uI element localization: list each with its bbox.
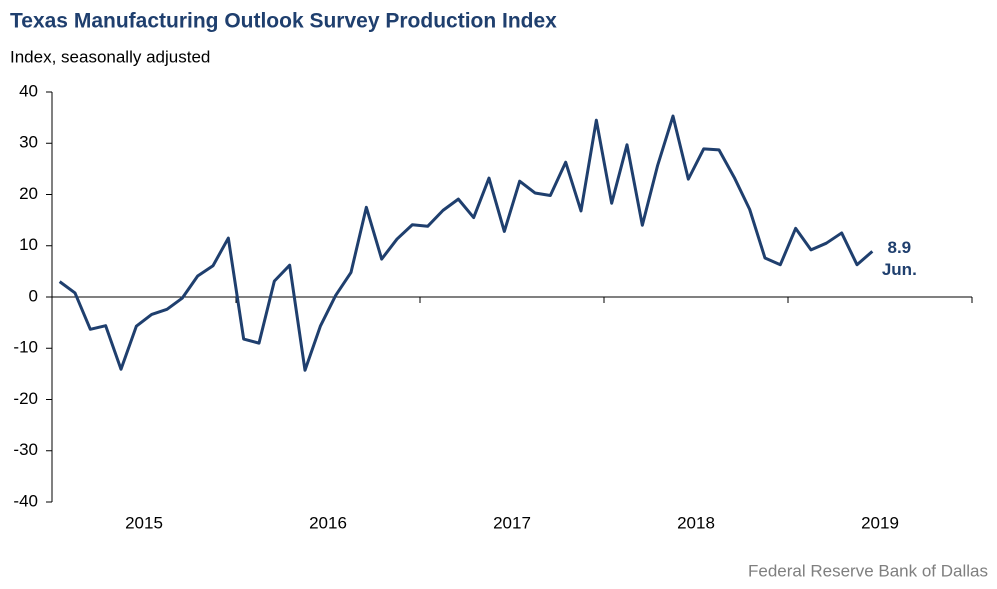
- y-tick-label: 40: [19, 81, 38, 100]
- x-tick-label: 2018: [677, 513, 715, 532]
- y-tick-label: 0: [29, 286, 38, 305]
- x-tick-label: 2016: [309, 513, 347, 532]
- x-tick-label: 2019: [861, 513, 899, 532]
- chart-title: Texas Manufacturing Outlook Survey Produ…: [10, 10, 557, 33]
- y-tick-label: 30: [19, 133, 38, 152]
- source: Federal Reserve Bank of Dallas: [748, 561, 988, 580]
- value-label: 8.9: [888, 238, 912, 257]
- chart-subtitle: Index, seasonally adjusted: [10, 47, 210, 66]
- y-tick-label: -20: [13, 389, 38, 408]
- x-tick-label: 2015: [125, 513, 163, 532]
- y-tick-label: -40: [13, 491, 38, 510]
- y-tick-label: -10: [13, 338, 38, 357]
- y-tick-label: -30: [13, 440, 38, 459]
- annotation: Jun.: [882, 260, 917, 279]
- y-tick-label: 20: [19, 184, 38, 203]
- y-tick-label: 10: [19, 235, 38, 254]
- x-tick-label: 2017: [493, 513, 531, 532]
- line: [58, 114, 874, 372]
